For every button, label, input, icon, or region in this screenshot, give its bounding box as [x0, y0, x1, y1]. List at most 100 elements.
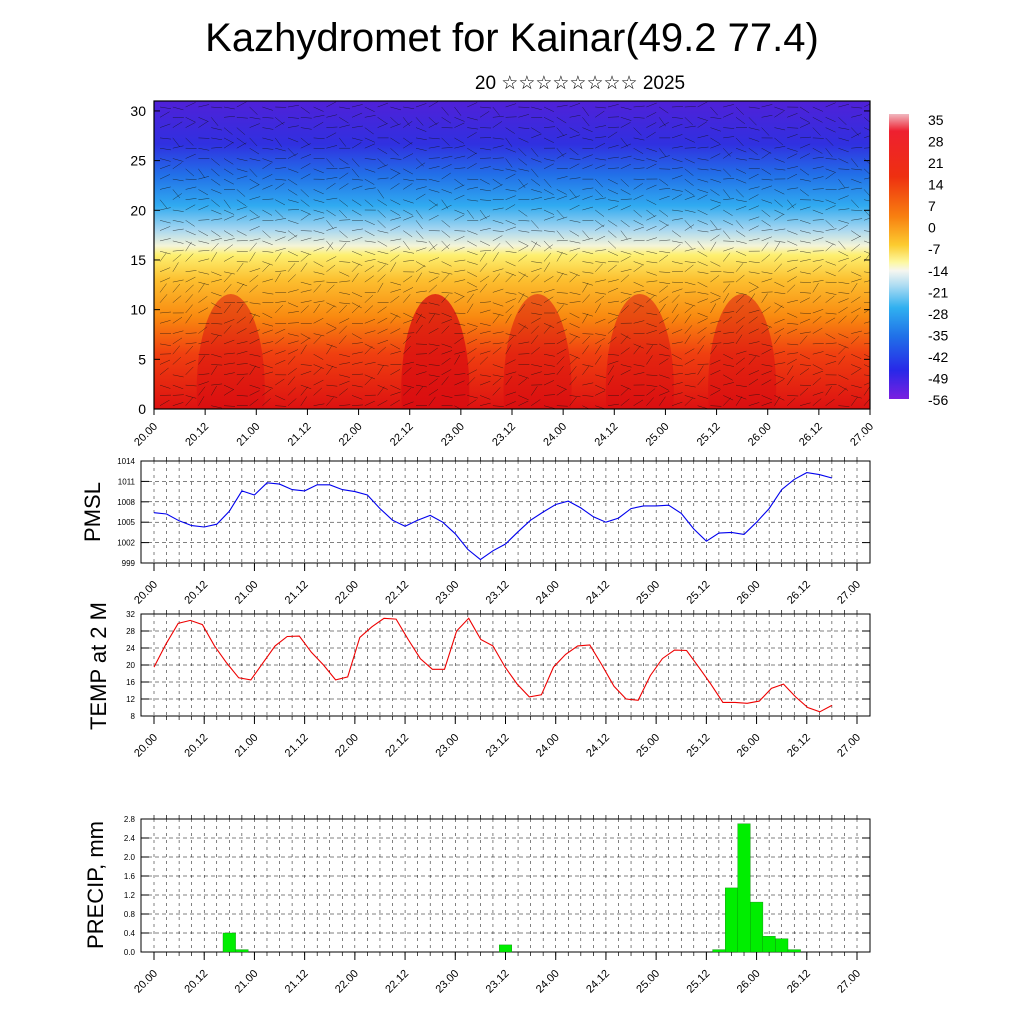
- wind-barb: [633, 265, 643, 273]
- wind-barb: [838, 250, 849, 257]
- y-tick-label: 2.0: [124, 853, 136, 862]
- wind-barb: [223, 215, 235, 221]
- wind-barb: [479, 228, 491, 231]
- wind-barb: [799, 122, 811, 128]
- wind-barb: [761, 185, 773, 190]
- wind-barb: [428, 214, 439, 221]
- wind-barb: [211, 199, 220, 207]
- wind-barb: [851, 336, 860, 345]
- wind-barb: [505, 168, 517, 172]
- wind-barb: [556, 133, 568, 139]
- wind-barb: [646, 158, 658, 162]
- wind-barb: [185, 294, 193, 303]
- wind-barb: [723, 316, 733, 324]
- wind-barb: [505, 226, 517, 231]
- x-tick-label: 24.12: [584, 968, 612, 996]
- wind-barb: [236, 350, 248, 355]
- wind-barb: [172, 162, 182, 170]
- wind-barb: [185, 345, 194, 355]
- wind-barb: [659, 281, 671, 285]
- x-tick-label: 26.00: [746, 421, 774, 449]
- wind-barb: [543, 189, 554, 195]
- wind-barb: [287, 104, 299, 108]
- wind-barb: [275, 350, 286, 355]
- wind-barb: [364, 106, 375, 112]
- wind-barb: [812, 209, 824, 215]
- wind-barb: [531, 347, 540, 355]
- wind-barb: [774, 351, 786, 355]
- wind-barb: [223, 244, 233, 252]
- wind-barb: [159, 399, 170, 406]
- wind-barb: [607, 156, 619, 159]
- wind-barb: [812, 137, 824, 139]
- y-tick-label: 20: [126, 661, 135, 670]
- wind-barb: [403, 121, 413, 128]
- wind-barb: [569, 148, 579, 156]
- wind-barb: [531, 312, 543, 316]
- wind-barb: [799, 240, 811, 244]
- wind-barb: [659, 122, 669, 128]
- wind-barb: [390, 369, 401, 376]
- wind-barb: [198, 326, 208, 334]
- wind-barb: [620, 274, 630, 283]
- wind-barb: [364, 318, 376, 324]
- wind-barb: [697, 344, 705, 355]
- wind-barb: [403, 153, 414, 159]
- wind-barb: [761, 104, 773, 108]
- wind-barb: [339, 335, 347, 345]
- wind-barb: [799, 335, 808, 345]
- wind-barb: [185, 270, 197, 273]
- wind-barb: [825, 117, 836, 123]
- wind-barb: [223, 115, 235, 118]
- wind-barb: [825, 398, 835, 406]
- wind-barb: [172, 374, 184, 378]
- wind-barb: [710, 330, 722, 334]
- wind-barb: [262, 230, 271, 239]
- precip-bar: [737, 823, 751, 953]
- wind-barb: [825, 317, 836, 324]
- wind-barb: [671, 294, 680, 303]
- wind-barb: [569, 274, 578, 283]
- wind-barb: [684, 209, 696, 213]
- wind-barb: [774, 263, 782, 272]
- wind-barb: [851, 199, 859, 208]
- wind-barb: [313, 189, 324, 195]
- wind-barb: [787, 312, 798, 318]
- wind-barb: [313, 284, 322, 293]
- wind-barb: [454, 145, 466, 149]
- wind-barb: [262, 323, 274, 327]
- wind-barb: [633, 117, 645, 119]
- wind-barb: [748, 194, 759, 200]
- wind-barb: [377, 282, 384, 293]
- wind-barb: [467, 399, 477, 406]
- wind-barb: [287, 153, 298, 159]
- wind-barb: [851, 395, 862, 399]
- y-tick-label: 5: [138, 351, 146, 367]
- wind-barb: [351, 361, 363, 365]
- wind-barb: [428, 276, 439, 283]
- wind-barb: [620, 333, 631, 340]
- wind-barb: [287, 333, 299, 337]
- precip-bar: [222, 932, 236, 953]
- wind-barb: [531, 325, 540, 334]
- wind-barb: [492, 106, 500, 116]
- wind-barb: [595, 189, 604, 198]
- wind-barb: [454, 230, 466, 232]
- wind-barb: [851, 218, 863, 221]
- wind-barb: [633, 261, 645, 266]
- wind-barb: [761, 114, 773, 118]
- wind-barb: [313, 137, 325, 140]
- wind-barb: [684, 168, 694, 176]
- temp-series-line: [153, 617, 833, 713]
- wind-barb: [428, 347, 438, 355]
- wind-barb: [275, 147, 286, 152]
- wind-barb: [518, 374, 529, 379]
- wind-barb: [351, 404, 364, 406]
- wind-barb: [274, 252, 282, 262]
- wind-barb: [812, 259, 824, 262]
- wind-barb: [659, 209, 669, 217]
- wind-barb: [697, 168, 709, 171]
- wind-barb: [774, 302, 785, 309]
- wind-barb: [339, 261, 351, 263]
